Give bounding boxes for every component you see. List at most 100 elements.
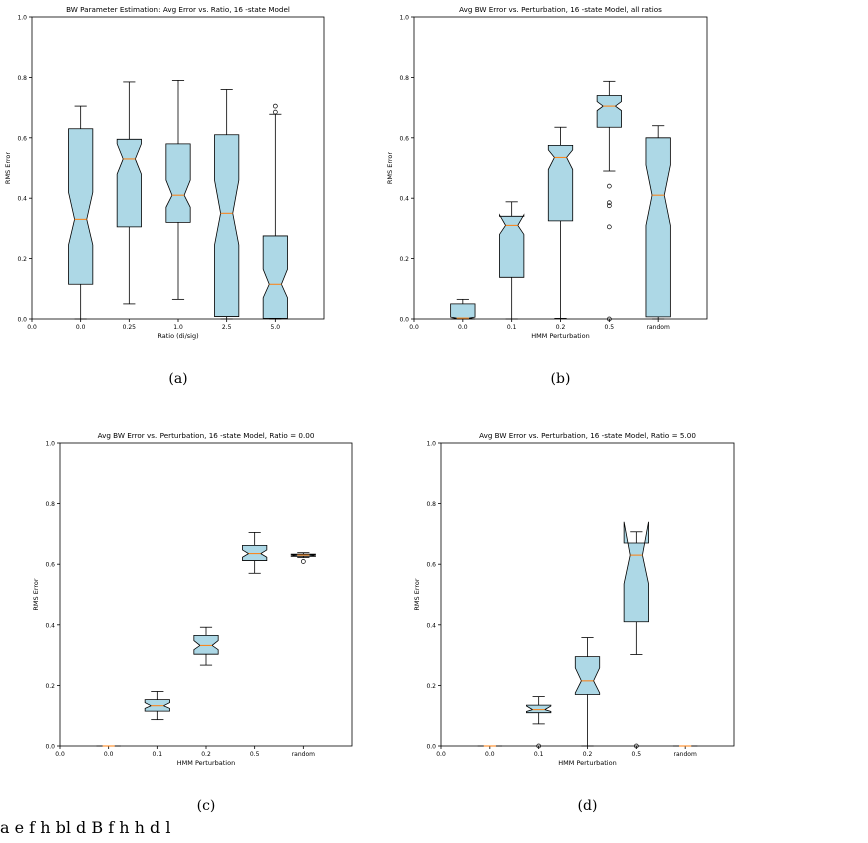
x-tick-label: 0.25: [123, 324, 137, 331]
flier-point: [606, 316, 612, 322]
box-body: [68, 128, 94, 285]
x-tick-label: random: [674, 751, 697, 758]
y-tick-label: 0.6: [426, 562, 436, 569]
box-0.2: [574, 637, 601, 747]
x-tick-label: 0.1: [534, 751, 544, 758]
x-tick-label: 0.5: [632, 751, 642, 758]
x-tick-label: 0.1: [153, 751, 163, 758]
x-axis-label: HMM Perturbation: [177, 759, 235, 767]
flier-point: [633, 743, 639, 749]
y-tick-label: 0.2: [45, 683, 55, 690]
flier-point: [272, 103, 278, 109]
x-axis-label: HMM Perturbation: [558, 759, 616, 767]
panel-b: Avg BW Error vs. Perturbation, 16 -state…: [386, 5, 708, 387]
y-tick-label: 0.0: [45, 744, 55, 751]
x-tick-label: 5.0: [271, 324, 281, 331]
y-tick-label: 0.4: [426, 622, 436, 629]
flier-point: [606, 203, 612, 209]
panel-d: Avg BW Error vs. Perturbation, 16 -state…: [413, 431, 735, 814]
x-tick-label: 0.0: [104, 751, 114, 758]
box-body: [242, 545, 268, 561]
y-tick-label: 1.0: [17, 15, 27, 22]
x-tick-label: 0.0: [76, 324, 86, 331]
y-tick-label: 0.4: [17, 196, 27, 203]
y-tick-label: 0.4: [399, 196, 409, 203]
box-random: [645, 125, 671, 320]
box-0.5: [596, 80, 622, 322]
chart-title: Avg BW Error vs. Perturbation, 16 -state…: [479, 431, 696, 440]
box-1.0: [165, 80, 191, 300]
box-0.0: [68, 105, 94, 320]
y-tick-label: 0.4: [45, 622, 55, 629]
flier-point: [536, 743, 542, 749]
box-body: [526, 704, 552, 714]
box-body: [645, 137, 671, 318]
box-0.0: [450, 298, 476, 320]
box-0.1: [526, 696, 552, 749]
y-tick-label: 0.8: [45, 501, 55, 508]
x-axis-label: Ratio (di/sig): [157, 332, 198, 340]
x-tick-label: 1.0: [173, 324, 183, 331]
y-tick-label: 1.0: [45, 441, 55, 448]
y-tick-label: 0.0: [426, 744, 436, 751]
box-body: [214, 134, 240, 317]
box-5.0: [262, 103, 288, 320]
x-tick-label: 0.0: [409, 324, 419, 331]
chart-title: Avg BW Error vs. Perturbation, 16 -state…: [459, 5, 662, 14]
box-body: [574, 656, 601, 695]
x-tick-label: 2.5: [222, 324, 232, 331]
y-tick-label: 0.0: [399, 317, 409, 324]
box-0.2: [193, 626, 219, 666]
y-axis-label: RMS Error: [413, 578, 421, 610]
box-body: [623, 521, 649, 623]
x-tick-label: 0.5: [250, 751, 260, 758]
subfigure-label: (b): [551, 371, 571, 387]
chart-title: BW Parameter Estimation: Avg Error vs. R…: [66, 5, 290, 14]
x-tick-label: 0.0: [458, 324, 468, 331]
subfigure-label: (c): [197, 798, 216, 814]
subfigure-label: (d): [578, 798, 598, 814]
x-axis-label: HMM Perturbation: [531, 332, 589, 340]
chart-title: Avg BW Error vs. Perturbation, 16 -state…: [98, 431, 315, 440]
x-tick-label: 0.2: [556, 324, 566, 331]
box-0.1: [144, 691, 170, 721]
y-tick-label: 1.0: [426, 441, 436, 448]
box-random: [290, 552, 316, 564]
x-tick-label: random: [647, 324, 670, 331]
y-tick-label: 0.2: [399, 256, 409, 263]
y-tick-label: 0.8: [426, 501, 436, 508]
x-tick-label: 0.0: [485, 751, 495, 758]
x-tick-label: 0.1: [507, 324, 517, 331]
y-tick-label: 0.2: [17, 256, 27, 263]
box-0.25: [116, 81, 142, 305]
subfigure-label: (a): [168, 371, 187, 387]
box-body: [165, 143, 191, 223]
panel-c: Avg BW Error vs. Perturbation, 16 -state…: [32, 431, 353, 814]
y-tick-label: 0.2: [426, 683, 436, 690]
box-body: [262, 235, 288, 319]
x-tick-label: 0.0: [27, 324, 37, 331]
y-axis-label: RMS Error: [4, 152, 12, 184]
x-tick-label: 0.0: [436, 751, 446, 758]
box-body: [499, 213, 525, 278]
flier-point: [606, 224, 612, 230]
y-axis-label: RMS Error: [386, 152, 394, 184]
y-tick-label: 0.0: [17, 317, 27, 324]
flier-point: [606, 200, 612, 206]
box-0.2: [547, 126, 574, 319]
box-body: [596, 95, 622, 128]
y-tick-label: 0.6: [399, 135, 409, 142]
y-tick-label: 0.6: [45, 562, 55, 569]
box-body: [450, 303, 476, 320]
flier-point: [606, 183, 612, 189]
flier-point: [300, 559, 306, 564]
x-tick-label: 0.2: [583, 751, 593, 758]
box-body: [116, 138, 142, 228]
x-tick-label: 0.2: [201, 751, 211, 758]
y-tick-label: 1.0: [399, 15, 409, 22]
box-0.5: [623, 521, 649, 749]
box-0.1: [499, 201, 525, 320]
y-tick-label: 0.6: [17, 135, 27, 142]
x-tick-label: 0.5: [605, 324, 615, 331]
